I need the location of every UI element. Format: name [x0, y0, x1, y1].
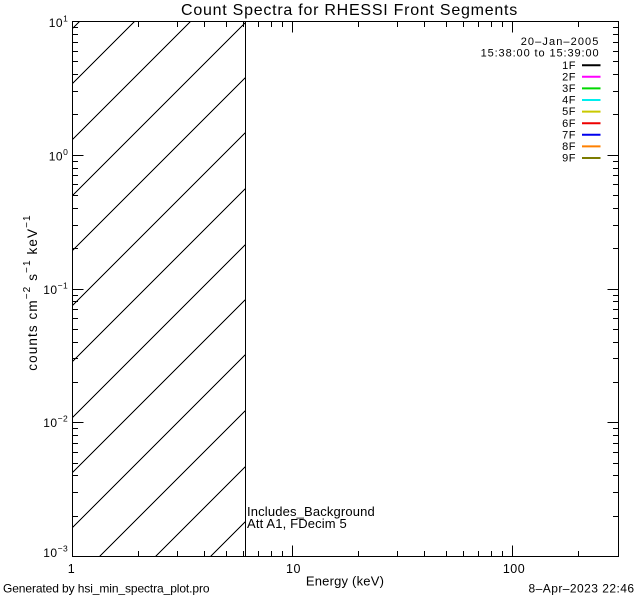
svg-text:7F: 7F: [562, 129, 576, 141]
svg-text:6F: 6F: [562, 118, 576, 130]
svg-text:10: 10: [286, 562, 301, 576]
svg-text:4F: 4F: [562, 95, 576, 107]
svg-text:8–Apr–2023 22:46: 8–Apr–2023 22:46: [529, 582, 635, 596]
svg-text:Count Spectra for RHESSI Front: Count Spectra for RHESSI Front Segments: [181, 2, 518, 19]
svg-text:1: 1: [68, 562, 75, 576]
svg-text:15:38:00 to 15:39:00: 15:38:00 to 15:39:00: [481, 47, 600, 59]
svg-text:100: 100: [503, 562, 525, 576]
svg-text:8F: 8F: [562, 141, 576, 153]
svg-text:Includes_Background: Includes_Background: [247, 504, 375, 519]
svg-text:20–Jan–2005: 20–Jan–2005: [521, 36, 600, 48]
svg-text:Energy (keV): Energy (keV): [306, 574, 384, 589]
svg-text:3F: 3F: [562, 83, 576, 95]
svg-text:9F: 9F: [562, 153, 576, 165]
svg-text:2F: 2F: [562, 71, 576, 83]
svg-text:Generated by hsi_min_spectra_p: Generated by hsi_min_spectra_plot.pro: [3, 582, 210, 596]
svg-text:5F: 5F: [562, 106, 576, 118]
svg-text:100: 100: [49, 147, 69, 164]
svg-text:counts cm−2 s−1 keV−1: counts cm−2 s−1 keV−1: [22, 214, 40, 370]
svg-text:1F: 1F: [562, 60, 576, 72]
svg-text:Att A1, FDecim 5: Att A1, FDecim 5: [247, 516, 347, 531]
svg-text:101: 101: [49, 14, 69, 31]
